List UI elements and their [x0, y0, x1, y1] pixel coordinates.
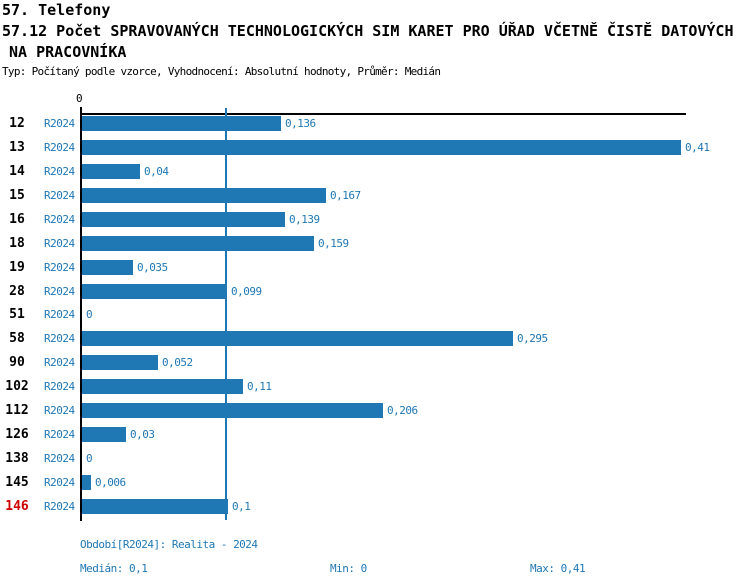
- median-reference-line: [225, 108, 227, 520]
- row-series-label: R2024: [44, 476, 75, 489]
- row-series-label: R2024: [44, 380, 75, 393]
- bar: [82, 284, 227, 299]
- bar-value-label: 0,159: [318, 237, 349, 250]
- bar-value-label: 0,035: [137, 261, 168, 274]
- row-series-label: R2024: [44, 332, 75, 345]
- bar: [82, 427, 126, 442]
- bar: [82, 499, 228, 514]
- bar: [82, 164, 140, 179]
- bar-value-label: 0,11: [247, 380, 272, 393]
- bar-value-label: 0,136: [285, 117, 316, 130]
- row-series-label: R2024: [44, 261, 75, 274]
- row-id-label: 102: [5, 379, 29, 394]
- bar: [82, 475, 91, 490]
- row-series-label: R2024: [44, 452, 75, 465]
- row-series-label: R2024: [44, 189, 75, 202]
- chart-subtitle: Typ: Počítaný podle vzorce, Vyhodnocení:…: [2, 65, 441, 78]
- row-id-label: 16: [9, 212, 25, 227]
- bar: [82, 260, 133, 275]
- row-id-label: 15: [9, 188, 25, 203]
- bar: [82, 355, 158, 370]
- row-id-label: 19: [9, 260, 25, 275]
- bar: [82, 379, 243, 394]
- row-series-label: R2024: [44, 165, 75, 178]
- row-id-label: 90: [9, 355, 25, 370]
- footer-median-label: Medián: 0,1: [80, 562, 148, 575]
- footer-min-label: Min: 0: [330, 562, 367, 575]
- footer-max-label: Max: 0,41: [530, 562, 586, 575]
- row-id-label: 112: [5, 403, 29, 418]
- row-id-label: 145: [5, 475, 29, 490]
- row-series-label: R2024: [44, 213, 75, 226]
- footer-period-label: Období[R2024]: Realita - 2024: [80, 538, 258, 551]
- bar-value-label: 0,04: [144, 165, 169, 178]
- chart-group-title: 57. Telefony: [2, 1, 111, 19]
- row-series-label: R2024: [44, 285, 75, 298]
- row-id-label: 146: [5, 499, 29, 514]
- row-id-label: 18: [9, 236, 25, 251]
- x-axis-line: [80, 113, 686, 115]
- row-id-label: 51: [9, 307, 25, 322]
- row-series-label: R2024: [44, 308, 75, 321]
- bar-value-label: 0,206: [387, 404, 418, 417]
- row-id-label: 28: [9, 284, 25, 299]
- bar-value-label: 0,139: [289, 213, 320, 226]
- row-id-label: 138: [5, 451, 29, 466]
- chart-title-line1: 57.12 Počet SPRAVOVANÝCH TECHNOLOGICKÝCH…: [2, 22, 734, 40]
- bar-value-label: 0,006: [95, 476, 126, 489]
- row-series-label: R2024: [44, 237, 75, 250]
- bar-value-label: 0: [86, 308, 93, 321]
- y-axis-line: [80, 107, 82, 521]
- bar-value-label: 0,295: [517, 332, 548, 345]
- row-id-label: 12: [9, 116, 25, 131]
- bar: [82, 236, 314, 251]
- bar: [82, 403, 383, 418]
- row-id-label: 13: [9, 140, 25, 155]
- bar: [82, 188, 326, 203]
- row-id-label: 58: [9, 331, 25, 346]
- row-series-label: R2024: [44, 141, 75, 154]
- bar-value-label: 0,052: [162, 356, 193, 369]
- row-series-label: R2024: [44, 404, 75, 417]
- bar: [82, 116, 281, 131]
- x-axis-zero-tick-label: 0: [76, 92, 83, 105]
- row-id-label: 126: [5, 427, 29, 442]
- row-series-label: R2024: [44, 500, 75, 513]
- row-series-label: R2024: [44, 117, 75, 130]
- bar-value-label: 0,099: [231, 285, 262, 298]
- bar-value-label: 0,03: [130, 428, 155, 441]
- row-series-label: R2024: [44, 356, 75, 369]
- row-series-label: R2024: [44, 428, 75, 441]
- bar-value-label: 0,41: [685, 141, 710, 154]
- bar-value-label: 0: [86, 452, 93, 465]
- row-id-label: 14: [9, 164, 25, 179]
- bar: [82, 140, 681, 155]
- bar: [82, 331, 513, 346]
- bar: [82, 212, 285, 227]
- chart-title-line2: NA PRACOVNÍKA: [9, 43, 127, 61]
- bar-value-label: 0,167: [330, 189, 361, 202]
- bar-value-label: 0,1: [232, 500, 251, 513]
